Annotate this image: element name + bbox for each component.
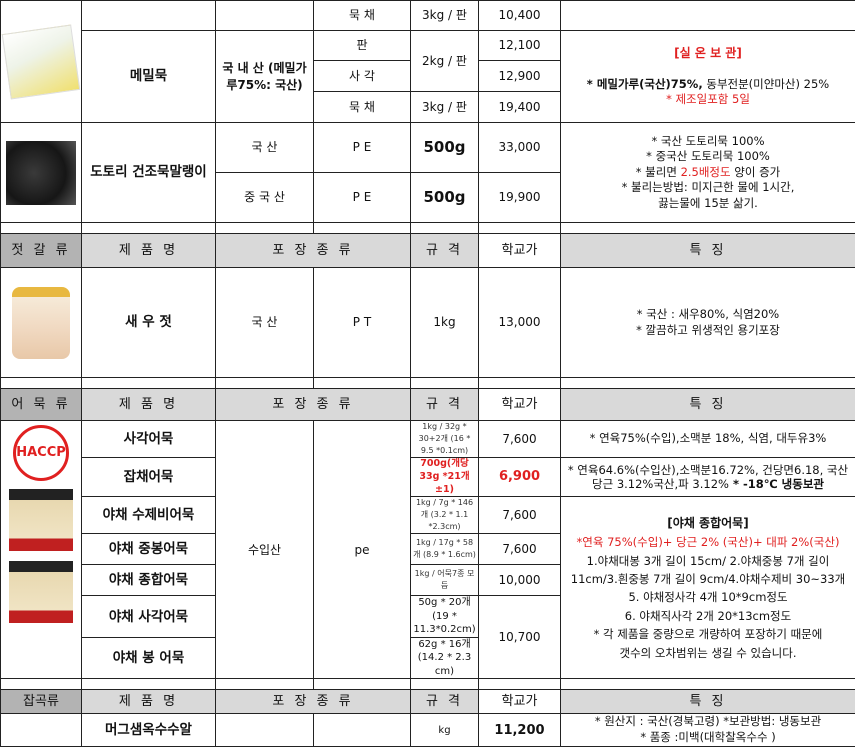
haccp-logo: HACCP bbox=[13, 425, 69, 481]
product-name: 야채 사각어묵 bbox=[82, 596, 216, 638]
product-name: 야채 종합어묵 bbox=[82, 565, 216, 596]
product-name: 사각어묵 bbox=[82, 421, 216, 458]
table-row: 잡채어묵 700g(개당33g *21개 ±1) 6,900 * 연육64.6%… bbox=[1, 458, 855, 497]
features: [실 온 보 관] * 메밀가루(국산)75%, 동부전분(미얀마산) 25% … bbox=[561, 31, 855, 123]
features: * 원산지 : 국산(경북고령) *보관방법: 냉동보관 * 품종 :미백(대학… bbox=[561, 714, 855, 747]
features: * 국산 : 새우80%, 식염20% * 깔끔하고 위생적인 용기포장 bbox=[561, 268, 855, 378]
table-row: 새 우 젓 국 산 P T 1kg 13,000 * 국산 : 새우80%, 식… bbox=[1, 268, 855, 378]
table-row: 묵 채 3kg / 판 10,400 bbox=[1, 1, 855, 31]
section-header-japgok: 잡곡류 제 품 명 포 장 종 류 규 격 학교가 특 징 bbox=[1, 690, 855, 714]
product-name: 메밀묵 bbox=[82, 31, 216, 123]
table-row: 야채 수제비어묵 1kg / 7g * 146개 (3.2 * 1.1 *2.3… bbox=[1, 497, 855, 534]
product-name: 야채 수제비어묵 bbox=[82, 497, 216, 534]
features: * 국산 도토리묵 100% * 중국산 도토리묵 100% * 불리면 2.5… bbox=[561, 123, 855, 223]
product-name: 야채 봉 어묵 bbox=[82, 637, 216, 679]
table-row: 메밀묵 국 내 산 (메밀가루75%: 국산) 판 2kg / 판 12,100… bbox=[1, 31, 855, 61]
product-image-corn bbox=[1, 714, 82, 747]
section-header-jeotgal: 젓 갈 류 제 품 명 포 장 종 류 규 격 학교가 특 징 bbox=[1, 234, 855, 268]
product-image-saeujeot bbox=[1, 268, 82, 378]
features: [야채 종합어묵] *연육 75%(수입)+ 당근 2% (국산)+ 대파 2%… bbox=[561, 497, 855, 679]
table-row: 머그샘옥수수알 kg 11,200 * 원산지 : 국산(경북고령) *보관방법… bbox=[1, 714, 855, 747]
product-name: 머그샘옥수수알 bbox=[82, 714, 216, 747]
table-row: 도토리 건조묵말랭이 국 산 P E 500g 33,000 * 국산 도토리묵… bbox=[1, 123, 855, 173]
table-row: HACCP 사각어묵 수입산 pe 1kg / 32g * 30+2개 (16 … bbox=[1, 421, 855, 458]
product-image-eomuk: HACCP bbox=[1, 421, 82, 679]
section-header-eomuk: 어 묵 류 제 품 명 포 장 종 류 규 격 학교가 특 징 bbox=[1, 389, 855, 421]
product-image-memilmuk bbox=[1, 1, 82, 123]
product-name: 잡채어묵 bbox=[82, 458, 216, 497]
product-name: 도토리 건조묵말랭이 bbox=[82, 123, 216, 223]
product-name: 새 우 젓 bbox=[82, 268, 216, 378]
product-image-dotori bbox=[1, 123, 82, 223]
product-name: 야채 중봉어묵 bbox=[82, 534, 216, 565]
origin: 국 내 산 (메밀가루75%: 국산) bbox=[216, 31, 314, 123]
